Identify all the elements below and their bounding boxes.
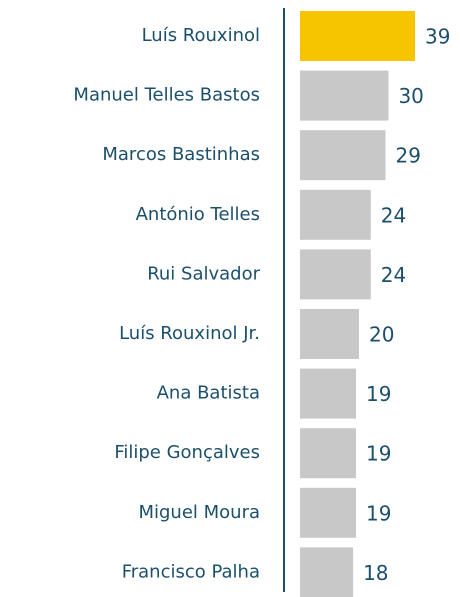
value-label: 18 [363,561,388,585]
bar [300,11,415,61]
category-label: Rui Salvador [147,263,260,284]
category-label: Ana Batista [157,383,260,404]
value-label: 20 [369,323,394,347]
bar [300,368,357,419]
value-label: 19 [366,501,391,525]
value-label: 30 [398,84,423,108]
category-label: António Telles [136,204,260,225]
bar [300,189,371,240]
category-label: Luís Rouxinol [142,25,260,46]
bar [300,70,389,121]
bar [300,487,357,538]
bar [300,249,371,300]
category-label: Miguel Moura [138,502,260,523]
value-label: 19 [366,442,391,466]
value-label: 39 [425,25,450,49]
bar [300,428,357,479]
bar [300,130,386,181]
value-label: 24 [381,263,406,287]
category-label: Filipe Gonçalves [114,442,260,463]
category-label: Marcos Bastinhas [102,144,260,165]
bar [300,309,359,359]
category-label: Luís Rouxinol Jr. [119,323,260,344]
value-label: 19 [366,382,391,406]
value-label: 24 [381,203,406,227]
value-label: 29 [396,144,421,168]
category-label: Francisco Palha [122,561,260,582]
bar [300,547,354,597]
category-label: Manuel Telles Bastos [73,85,260,106]
